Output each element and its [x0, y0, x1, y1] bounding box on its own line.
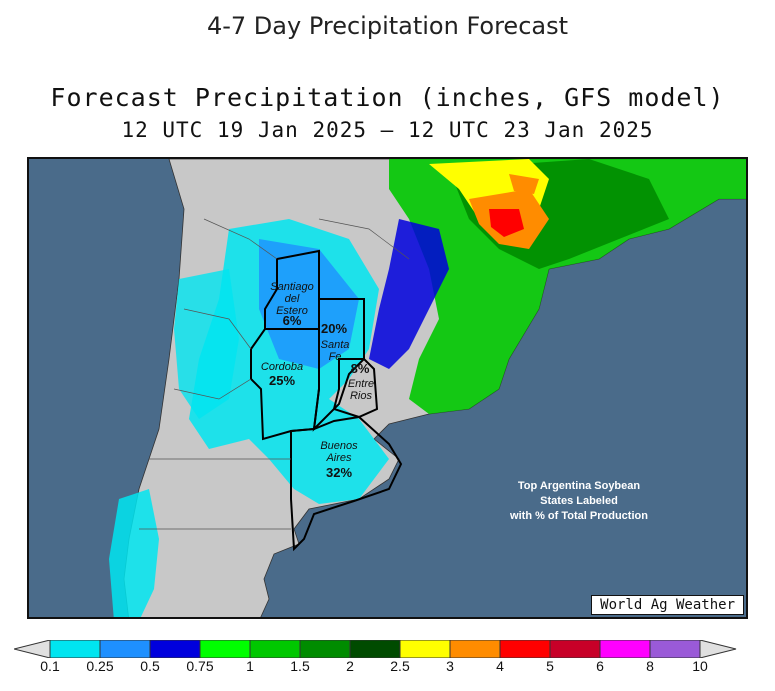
state-label-santiago-del-estero: Santiago del Estero: [265, 281, 319, 317]
legend-swatch: [199, 640, 251, 658]
precip-orange-ne: [509, 174, 539, 194]
legend-tick-label: 10: [692, 658, 708, 674]
legend-swatch: [499, 640, 551, 658]
state-name-line: Buenos: [320, 440, 358, 452]
border-entre-rios: [332, 358, 379, 419]
legend-tick-label: 0.5: [140, 658, 160, 674]
legend-tick-label: 1.5: [290, 658, 310, 674]
precip-cyan-west: [174, 269, 239, 419]
state-percent-entre-rios: 8%: [350, 361, 370, 376]
legend-swatch: [249, 640, 301, 658]
legend-swatch: [49, 640, 101, 658]
precip-lightblue-central: [259, 239, 359, 369]
legend-labels: 0.1 0.25 0.5 0.75 1 1.5 2 2.5 3 4 5 6 8 10: [0, 658, 775, 678]
legend-swatch: [599, 640, 651, 658]
precipitation-map: Santiago del Estero 6% 20% Santa Fe Cord…: [27, 157, 748, 619]
state-name-line: del: [284, 293, 300, 305]
state-percent-santiago-del-estero: 6%: [282, 313, 302, 328]
map-graphic: [29, 159, 746, 617]
state-borders: [250, 249, 403, 552]
state-name-line: Santa: [320, 339, 350, 351]
legend-swatch: [549, 640, 601, 658]
note-line: with % of Total Production: [510, 510, 648, 522]
legend-tick-label: 3: [446, 658, 454, 674]
legend-swatch: [449, 640, 501, 658]
legend-swatch: [299, 640, 351, 658]
page-title: 4-7 Day Precipitation Forecast: [206, 12, 569, 40]
legend-tick-label: 0.25: [86, 658, 114, 674]
border-buenos-aires: [290, 415, 403, 552]
state-label-entre-rios: Entre Rios: [339, 378, 383, 402]
state-name-line: Cordoba: [260, 361, 304, 373]
state-percent-buenos-aires: 32%: [325, 465, 353, 480]
state-label-buenos-aires: Buenos Aires: [311, 440, 367, 464]
legend-tick-label: 1: [246, 658, 254, 674]
state-name-line: Estero: [276, 305, 308, 317]
legend-tick-label: 0.75: [186, 658, 214, 674]
legend-tick-label: 2.5: [390, 658, 410, 674]
map-subtitle: 12 UTC 19 Jan 2025 – 12 UTC 23 Jan 2025: [121, 118, 654, 142]
state-name-line: Aires: [326, 452, 352, 464]
legend-tick-label: 4: [496, 658, 504, 674]
note-line: Top Argentina Soybean: [517, 480, 641, 492]
state-name-line: Santiago: [270, 281, 314, 293]
legend-tick-label: 0.1: [40, 658, 60, 674]
legend-end-left: [14, 640, 51, 658]
precip-cyan-south: [109, 489, 159, 617]
legend-swatch: [99, 640, 151, 658]
state-name-line: Fe: [328, 351, 342, 363]
note-line: States Labeled: [540, 495, 618, 507]
credit-label: World Ag Weather: [591, 595, 744, 615]
state-label-cordoba: Cordoba: [255, 361, 309, 373]
state-name-line: Rios: [349, 390, 372, 402]
legend-end-right: [699, 640, 737, 658]
map-note: Top Argentina Soybean States Labeled wit…: [469, 479, 689, 524]
legend-tick-label: 6: [596, 658, 604, 674]
legend-tick-label: 5: [546, 658, 554, 674]
legend-tick-label: 8: [646, 658, 654, 674]
legend-swatch: [399, 640, 451, 658]
precip-blue-band: [369, 219, 449, 369]
map-title: Forecast Precipitation (inches, GFS mode…: [50, 83, 725, 112]
legend-tick-label: 2: [346, 658, 354, 674]
legend-swatch: [649, 640, 701, 658]
legend-colorbar: [14, 640, 737, 658]
state-percent-cordoba: 25%: [268, 373, 296, 388]
state-label-santa-fe: Santa Fe: [313, 339, 357, 363]
legend-swatch: [149, 640, 201, 658]
province-borders: [139, 218, 410, 530]
precip-red: [489, 209, 524, 237]
state-name-line: Entre: [347, 378, 375, 390]
state-percent-santa-fe: 20%: [320, 321, 348, 336]
legend-swatch: [349, 640, 401, 658]
